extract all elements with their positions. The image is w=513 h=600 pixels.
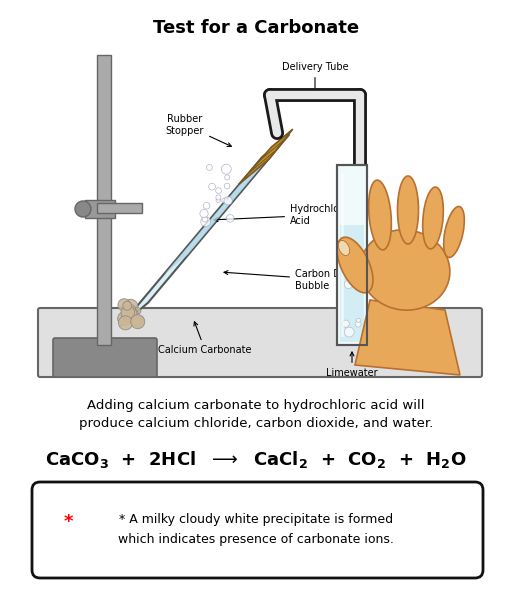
Text: $\mathregular{CaCO_3}$  +  2HCl  $\longrightarrow$  $\mathregular{CaCl_2}$  +  $: $\mathregular{CaCO_3}$ + 2HCl $\longrigh…: [45, 449, 467, 470]
Circle shape: [344, 327, 354, 337]
Circle shape: [130, 314, 142, 325]
Circle shape: [137, 316, 144, 323]
Ellipse shape: [369, 180, 391, 250]
Circle shape: [134, 308, 141, 314]
Circle shape: [342, 320, 349, 328]
Circle shape: [221, 164, 231, 174]
Bar: [337, 165, 367, 345]
Circle shape: [203, 202, 210, 209]
Circle shape: [131, 314, 145, 329]
Circle shape: [132, 310, 138, 316]
Polygon shape: [165, 155, 271, 274]
Bar: [340, 225, 364, 342]
Text: Rubber
Stopper: Rubber Stopper: [166, 114, 231, 146]
Circle shape: [209, 183, 215, 190]
Circle shape: [226, 215, 234, 222]
Circle shape: [355, 321, 361, 327]
FancyBboxPatch shape: [53, 338, 157, 377]
Circle shape: [132, 317, 143, 328]
Circle shape: [119, 316, 132, 330]
Text: Adding calcium carbonate to hydrochloric acid will: Adding calcium carbonate to hydrochloric…: [87, 398, 425, 412]
Circle shape: [121, 305, 134, 319]
Text: Limewater: Limewater: [326, 352, 378, 378]
Circle shape: [202, 217, 208, 222]
Circle shape: [123, 301, 132, 310]
Circle shape: [75, 201, 91, 217]
Circle shape: [215, 188, 222, 193]
Text: Carbon Dioxide
Bubble: Carbon Dioxide Bubble: [224, 269, 370, 291]
Ellipse shape: [423, 187, 443, 249]
Bar: [97, 203, 142, 213]
Circle shape: [349, 271, 355, 277]
Circle shape: [225, 175, 230, 180]
Circle shape: [206, 164, 212, 170]
Circle shape: [117, 312, 131, 325]
Text: which indicates presence of carbonate ions.: which indicates presence of carbonate io…: [118, 533, 394, 547]
Circle shape: [216, 198, 221, 202]
Circle shape: [201, 217, 210, 227]
Circle shape: [200, 209, 208, 218]
Text: *: *: [63, 513, 73, 531]
Polygon shape: [121, 134, 289, 326]
Circle shape: [118, 299, 130, 311]
Text: Delivery Tube: Delivery Tube: [282, 62, 348, 101]
Circle shape: [357, 319, 360, 322]
Polygon shape: [355, 300, 460, 375]
Circle shape: [122, 307, 137, 322]
Ellipse shape: [444, 206, 464, 257]
Ellipse shape: [360, 230, 450, 310]
Text: Calcium Carbonate: Calcium Carbonate: [158, 322, 252, 355]
Circle shape: [224, 197, 232, 205]
Text: Hydrochloric
Acid: Hydrochloric Acid: [214, 204, 351, 226]
Text: Test for a Carbonate: Test for a Carbonate: [153, 19, 359, 37]
Bar: [337, 165, 367, 345]
FancyBboxPatch shape: [38, 308, 482, 377]
Ellipse shape: [339, 241, 350, 256]
FancyBboxPatch shape: [32, 482, 483, 578]
Circle shape: [344, 280, 352, 289]
Circle shape: [340, 260, 349, 270]
Circle shape: [123, 299, 138, 314]
Polygon shape: [239, 129, 293, 185]
Ellipse shape: [398, 176, 419, 244]
Circle shape: [222, 198, 227, 203]
Circle shape: [216, 195, 221, 200]
Circle shape: [123, 304, 136, 317]
Ellipse shape: [337, 237, 373, 293]
Bar: [85, 200, 115, 218]
Text: produce calcium chloride, carbon dioxide, and water.: produce calcium chloride, carbon dioxide…: [79, 416, 433, 430]
Text: * A milky cloudy white precipitate is formed: * A milky cloudy white precipitate is fo…: [119, 512, 393, 526]
Circle shape: [341, 251, 347, 257]
Circle shape: [224, 183, 230, 189]
Bar: [97, 55, 111, 345]
